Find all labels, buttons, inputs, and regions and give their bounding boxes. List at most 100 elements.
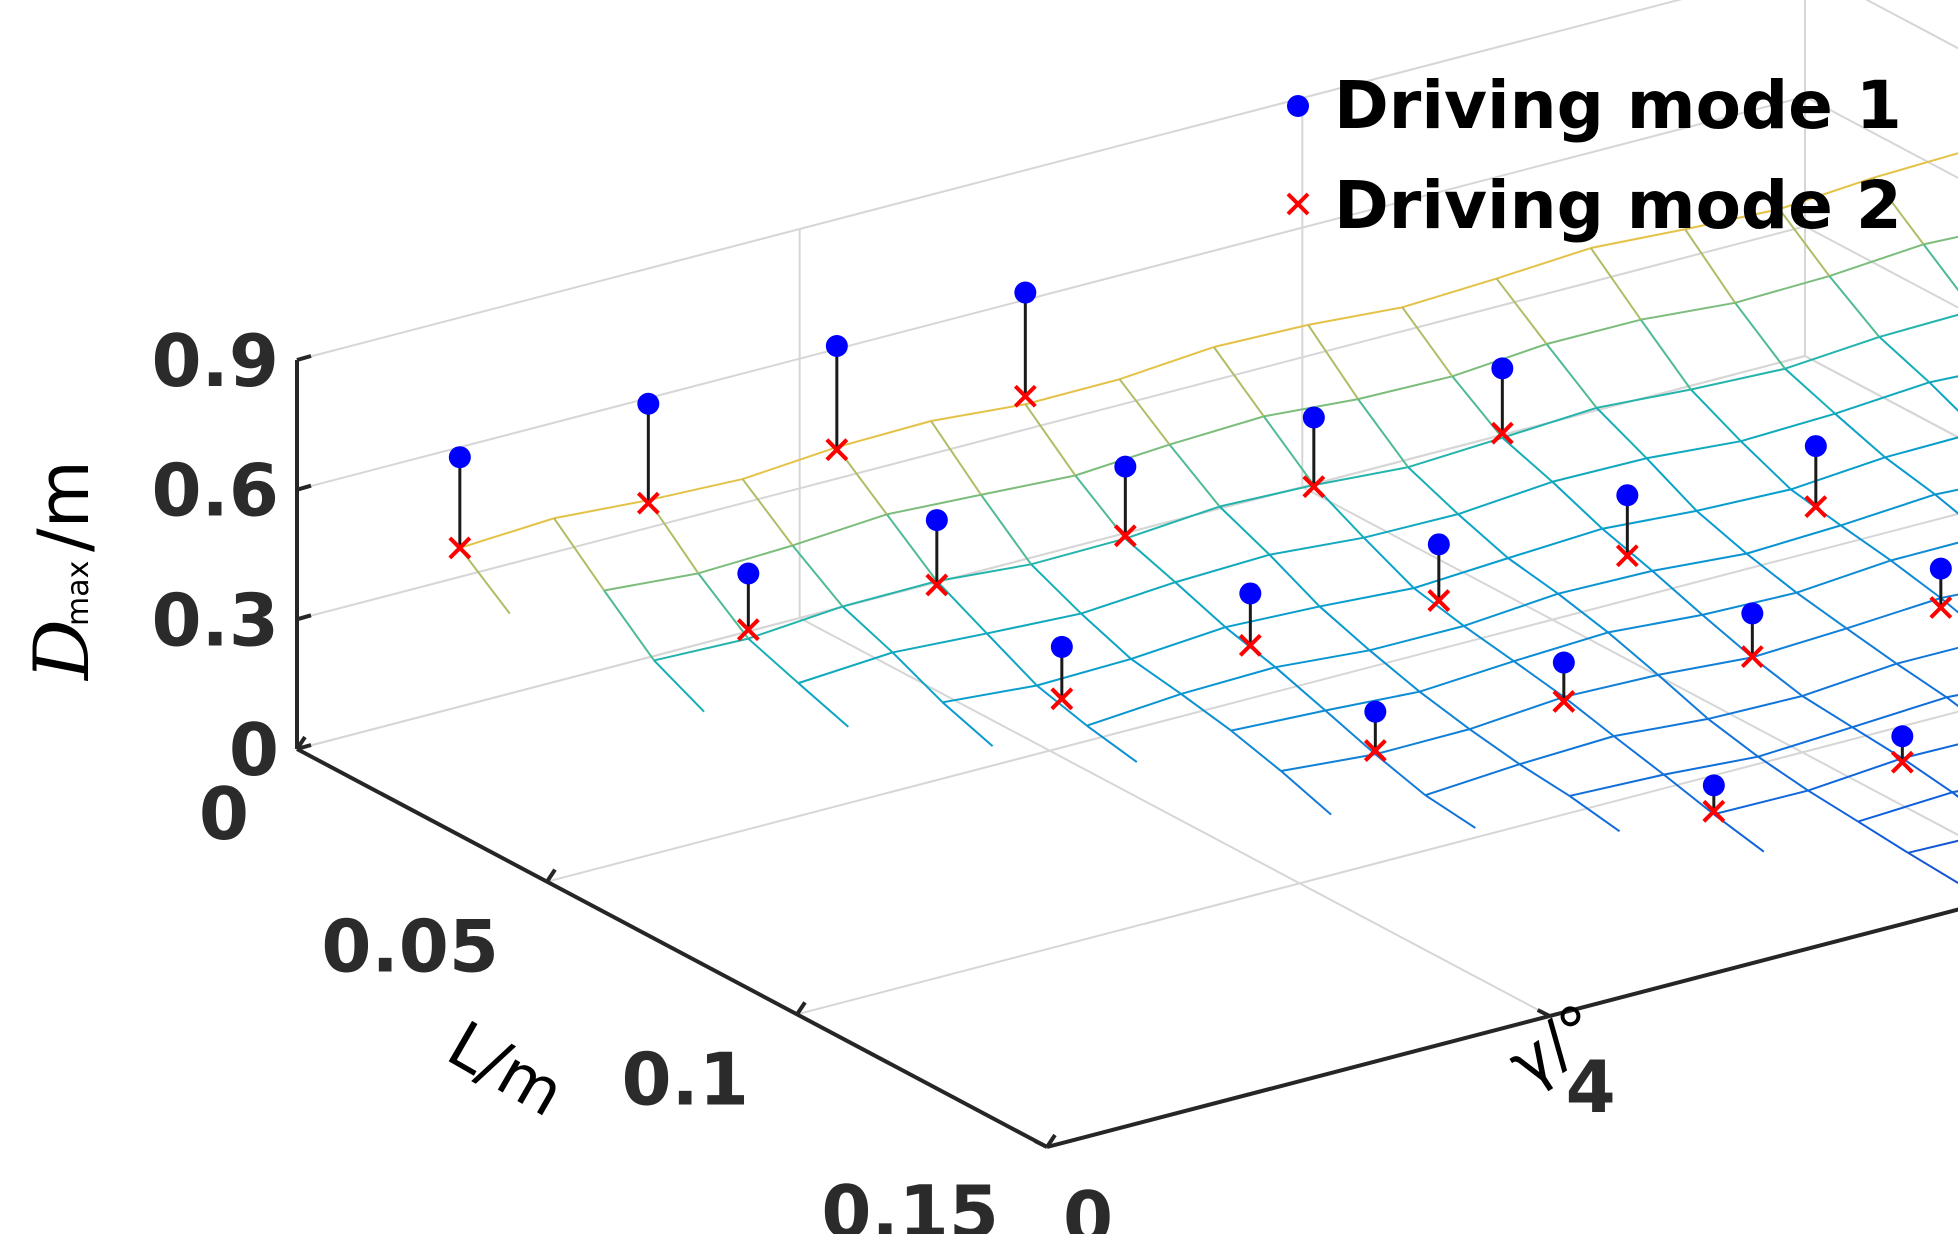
marker-mode-2 bbox=[1113, 524, 1137, 548]
surface-line-gamma bbox=[1590, 228, 1686, 250]
surface-line-l bbox=[1884, 456, 1936, 496]
grid-line-floor-l bbox=[546, 512, 1958, 883]
surface-line-gamma bbox=[930, 403, 1026, 422]
surface-line-gamma bbox=[1734, 275, 1830, 304]
z-tick-mark bbox=[296, 483, 312, 492]
surface-line-gamma bbox=[1552, 457, 1647, 483]
surface-line-gamma bbox=[1502, 406, 1597, 439]
y-tick-label: 4 bbox=[1566, 1045, 1616, 1129]
marker-mode-1 bbox=[1427, 533, 1450, 556]
surface-line-gamma bbox=[792, 513, 888, 547]
x-tick-label: 0.15 bbox=[821, 1170, 999, 1234]
surface-line-gamma bbox=[1496, 247, 1592, 280]
surface-line-gamma bbox=[1684, 208, 1780, 231]
marker-x-stroke bbox=[1013, 384, 1037, 408]
surface-line-gamma bbox=[459, 517, 555, 549]
surface-line-gamma bbox=[603, 572, 699, 592]
surface-line-l bbox=[986, 632, 1038, 687]
surface-line-l bbox=[1218, 505, 1271, 556]
surface-line-gamma bbox=[1080, 581, 1176, 615]
surface-line-gamma bbox=[653, 637, 749, 662]
surface-line-gamma bbox=[1407, 436, 1503, 469]
surface-line-l bbox=[1401, 306, 1454, 377]
surface-line-l bbox=[1857, 820, 1909, 854]
surface-line-gamma bbox=[742, 446, 838, 481]
grid-line-floor-l bbox=[796, 710, 1958, 1016]
surface-line-l bbox=[1280, 770, 1332, 816]
surface-line-gamma bbox=[1934, 488, 1958, 496]
marker-x-stroke bbox=[1804, 495, 1828, 519]
surface-line-l bbox=[1613, 735, 1665, 776]
surface-line-l bbox=[1030, 563, 1082, 615]
x-tick-mark bbox=[795, 1001, 807, 1016]
surface-line-gamma bbox=[1829, 243, 1924, 277]
surface-line-l bbox=[1130, 658, 1182, 695]
marker-mode-1 bbox=[1239, 582, 1262, 605]
marker-mode-2 bbox=[448, 536, 472, 560]
surface-line-l bbox=[1951, 791, 1958, 798]
surface-line-l bbox=[1801, 695, 1853, 729]
marker-mode-2 bbox=[1929, 596, 1953, 619]
surface-line-gamma bbox=[1557, 569, 1653, 595]
surface-line-gamma bbox=[1852, 696, 1947, 729]
marker-x-stroke bbox=[1363, 739, 1387, 762]
surface-line-l bbox=[697, 572, 750, 640]
surface-line-gamma bbox=[1457, 480, 1553, 516]
surface-line-gamma bbox=[1890, 541, 1958, 562]
surface-line-gamma bbox=[1213, 323, 1309, 348]
surface-line-l bbox=[1495, 277, 1548, 345]
marker-mode-2 bbox=[925, 573, 949, 597]
surface-line-l bbox=[1734, 302, 1786, 370]
marker-mode-1 bbox=[737, 562, 760, 585]
surface-line-gamma bbox=[1375, 728, 1470, 756]
data-markers bbox=[448, 281, 1953, 823]
surface-line-l bbox=[980, 494, 1032, 565]
surface-line-l bbox=[1307, 324, 1359, 400]
surface-line-gamma bbox=[1752, 627, 1847, 659]
surface-line-l bbox=[1507, 557, 1559, 595]
surface-line-gamma bbox=[1779, 176, 1874, 211]
surface-line-gamma bbox=[698, 544, 793, 575]
surface-line-gamma bbox=[1402, 277, 1497, 309]
surface-line-gamma bbox=[1807, 757, 1903, 792]
grid-line-floor-gamma bbox=[1804, 355, 1958, 439]
surface-line-gamma bbox=[1425, 763, 1520, 797]
surface-line-l bbox=[1651, 570, 1703, 616]
surface-line-l bbox=[1463, 625, 1515, 662]
surface-line-gamma bbox=[986, 612, 1082, 635]
surface-line-l bbox=[1878, 336, 1931, 384]
surface-line-l bbox=[936, 580, 988, 635]
marker-mode-2 bbox=[1890, 750, 1914, 774]
surface-line-l bbox=[1757, 755, 1809, 792]
grid-line-side-d bbox=[1804, 95, 1958, 179]
marker-x-stroke bbox=[1890, 750, 1914, 774]
surface-line-gamma bbox=[1463, 592, 1559, 627]
surface-line-l bbox=[1268, 554, 1321, 608]
surface-line-l bbox=[1684, 228, 1736, 304]
marker-x-stroke bbox=[1302, 475, 1326, 499]
surface-line-l bbox=[1784, 367, 1836, 415]
surface-line-l bbox=[1469, 728, 1521, 766]
surface-line-gamma bbox=[1652, 552, 1747, 572]
surface-line-gamma bbox=[1025, 378, 1120, 406]
surface-line-l bbox=[1607, 631, 1659, 676]
surface-line-l bbox=[1690, 388, 1742, 442]
marker-x-stroke bbox=[925, 573, 949, 597]
surface-line-gamma bbox=[553, 499, 649, 520]
z-axis-label-unit: /m bbox=[23, 460, 105, 552]
grid-line-back-d bbox=[296, 95, 1806, 491]
grid-line-floor-gamma bbox=[1301, 486, 1958, 837]
surface-line-l bbox=[891, 651, 944, 704]
legend: Driving mode 1 Driving mode 2 bbox=[1286, 67, 1902, 244]
surface-line-l bbox=[1828, 275, 1881, 338]
surface-line-gamma bbox=[1130, 626, 1226, 660]
marker-x-stroke bbox=[1113, 524, 1137, 548]
surface-line-gamma bbox=[1125, 505, 1220, 540]
surface-line-l bbox=[1457, 513, 1509, 559]
surface-line-l bbox=[1807, 789, 1859, 823]
surface-line-l bbox=[1168, 443, 1221, 508]
surface-line-gamma bbox=[1740, 412, 1836, 443]
surface-line-l bbox=[1872, 177, 1925, 245]
surface-line-gamma bbox=[1369, 625, 1465, 652]
surface-line-gamma bbox=[1313, 466, 1409, 487]
